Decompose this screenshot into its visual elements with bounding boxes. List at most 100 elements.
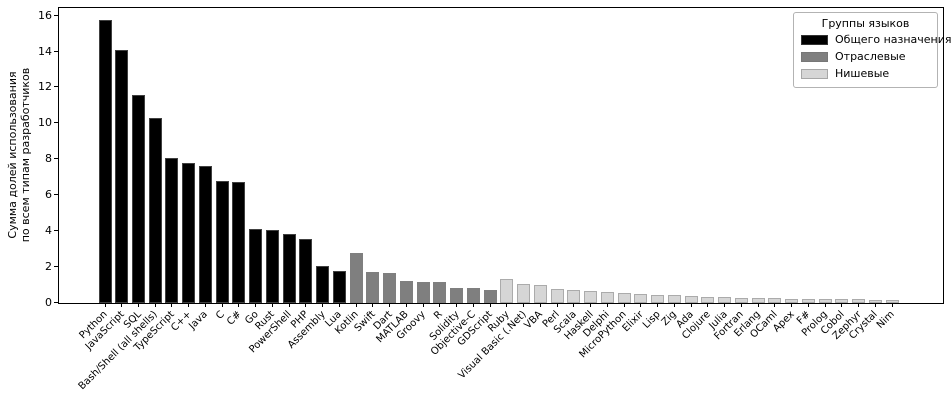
- bar: [634, 294, 648, 303]
- bar: [684, 295, 698, 303]
- bar: [182, 163, 196, 303]
- y-tick-label: 6: [45, 187, 52, 201]
- bar: [751, 297, 765, 303]
- bar: [584, 290, 598, 303]
- x-tick-mark: [456, 303, 458, 307]
- x-tick-mark: [573, 303, 575, 307]
- bar: [701, 296, 715, 303]
- bar: [383, 272, 397, 303]
- bar: [785, 298, 799, 303]
- x-tick-mark: [874, 303, 876, 307]
- x-tick-mark: [221, 303, 223, 307]
- bar: [416, 281, 430, 303]
- x-tick-mark: [439, 303, 441, 307]
- x-tick-mark: [657, 303, 659, 307]
- bar: [868, 299, 882, 303]
- x-tick-mark: [623, 303, 625, 307]
- bar: [801, 298, 815, 303]
- bar: [215, 181, 229, 303]
- legend-swatch: [801, 51, 828, 62]
- bar: [466, 287, 480, 303]
- x-tick-mark: [472, 303, 474, 307]
- y-tick-mark: [54, 301, 58, 303]
- x-tick-mark: [707, 303, 709, 307]
- y-tick-label: 10: [38, 116, 52, 130]
- bar: [366, 271, 380, 303]
- y-tick-mark: [54, 14, 58, 16]
- x-tick-mark: [338, 303, 340, 307]
- bar: [567, 289, 581, 303]
- bar: [651, 294, 665, 303]
- y-tick-mark: [54, 229, 58, 231]
- x-tick-mark: [673, 303, 675, 307]
- bar: [617, 292, 631, 303]
- y-tick-mark: [54, 50, 58, 52]
- x-tick-mark: [405, 303, 407, 307]
- legend-title: Группы языков: [821, 17, 910, 30]
- legend-rows: Общего назначения Отраслевые Нишевые: [801, 31, 951, 82]
- bar: [131, 95, 145, 303]
- x-tick-mark: [640, 303, 642, 307]
- legend: Группы языков Общего назначения Отраслевы…: [793, 12, 951, 88]
- bar: [198, 165, 212, 303]
- bar: [282, 234, 296, 303]
- bar: [517, 284, 531, 303]
- bar: [818, 299, 832, 303]
- x-tick-mark: [121, 303, 123, 307]
- x-tick-mark: [322, 303, 324, 307]
- x-tick-mark: [171, 303, 173, 307]
- y-tick-label: 2: [45, 259, 52, 273]
- y-tick-label: 12: [38, 80, 52, 94]
- x-tick-mark: [757, 303, 759, 307]
- x-tick-mark: [824, 303, 826, 307]
- bar: [885, 300, 899, 303]
- y-tick-mark: [54, 86, 58, 88]
- y-tick-label: 0: [45, 295, 52, 309]
- y-tick-mark: [54, 122, 58, 124]
- x-tick-mark: [506, 303, 508, 307]
- bar: [835, 299, 849, 303]
- x-tick-mark: [690, 303, 692, 307]
- x-tick-mark: [355, 303, 357, 307]
- x-tick-mark: [590, 303, 592, 307]
- x-tick-mark: [774, 303, 776, 307]
- x-tick-mark: [791, 303, 793, 307]
- bar: [667, 295, 681, 303]
- bar: [734, 297, 748, 303]
- x-tick-mark: [891, 303, 893, 307]
- bar: [399, 280, 413, 303]
- bar: [768, 297, 782, 303]
- legend-entry: Общего назначения: [801, 31, 951, 48]
- bar: [718, 297, 732, 303]
- x-tick-mark: [372, 303, 374, 307]
- y-tick-label: 14: [38, 44, 52, 58]
- bar: [600, 292, 614, 303]
- y-tick-label: 4: [45, 223, 52, 237]
- bar: [249, 228, 263, 303]
- x-tick-mark: [724, 303, 726, 307]
- x-tick-mark: [137, 303, 139, 307]
- x-tick-mark: [807, 303, 809, 307]
- bar: [550, 288, 564, 303]
- legend-swatch: [801, 68, 828, 79]
- bar: [500, 278, 514, 303]
- x-tick-mark: [188, 303, 190, 307]
- bar: [483, 290, 497, 303]
- x-tick-mark: [858, 303, 860, 307]
- bar: [232, 182, 246, 303]
- bar: [852, 299, 866, 303]
- x-tick-mark: [841, 303, 843, 307]
- bar: [98, 19, 112, 303]
- legend-entry-label: Нишевые: [835, 67, 890, 80]
- bar: [332, 270, 346, 303]
- legend-entry-label: Общего назначения: [835, 33, 951, 46]
- x-tick-mark: [288, 303, 290, 307]
- bar: [265, 229, 279, 303]
- x-tick-mark: [204, 303, 206, 307]
- y-tick-label: 8: [45, 152, 52, 166]
- y-tick-mark: [54, 265, 58, 267]
- x-tick-mark: [539, 303, 541, 307]
- legend-entry: Нишевые: [801, 65, 930, 82]
- bar: [349, 252, 363, 303]
